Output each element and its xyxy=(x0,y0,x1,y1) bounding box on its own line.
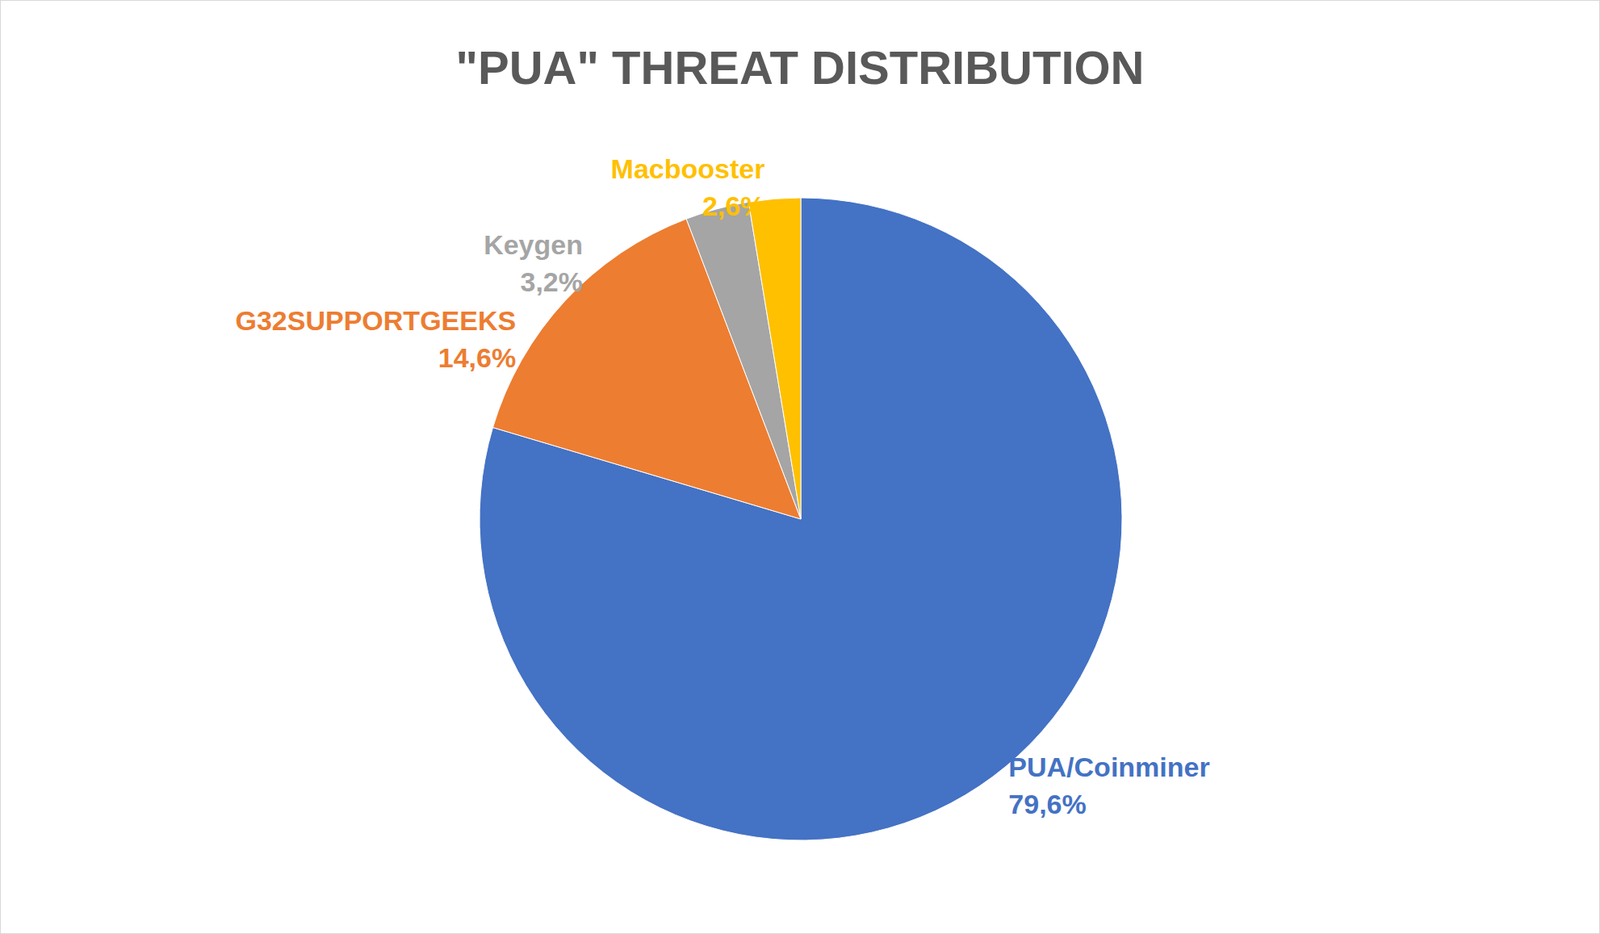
svg-text:Macbooster: Macbooster xyxy=(611,153,766,185)
svg-text:14,6%: 14,6% xyxy=(438,342,516,373)
svg-text:Keygen: Keygen xyxy=(483,229,583,260)
svg-text:PUA/Coinminer: PUA/Coinminer xyxy=(1008,751,1210,783)
svg-text:3,2%: 3,2% xyxy=(519,266,583,298)
svg-text:2,6%: 2,6% xyxy=(702,190,766,222)
svg-text:G32SUPPORTGEEKS: G32SUPPORTGEEKS xyxy=(235,305,517,336)
svg-text:79,6%: 79,6% xyxy=(1008,788,1086,820)
svg-text:"PUA" THREAT DISTRIBUTION: "PUA" THREAT DISTRIBUTION xyxy=(455,41,1144,94)
